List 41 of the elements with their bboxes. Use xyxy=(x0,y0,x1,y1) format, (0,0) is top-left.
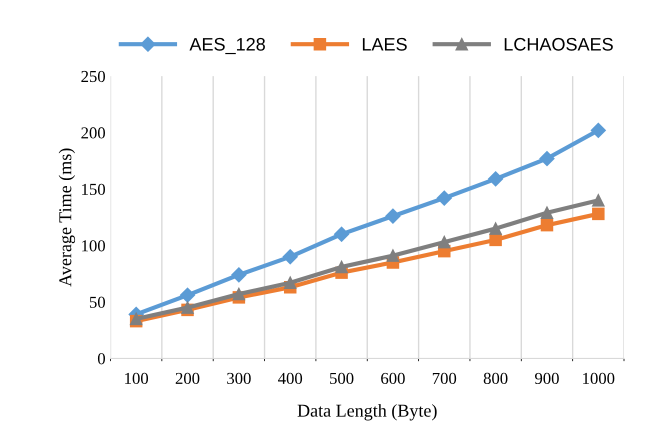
x-tick-label: 300 xyxy=(227,372,251,384)
point xyxy=(232,288,246,300)
point xyxy=(334,226,350,242)
point xyxy=(540,218,554,232)
y-tick-label: 150 xyxy=(82,184,106,196)
point xyxy=(592,208,605,220)
x-tick-label: 600 xyxy=(381,372,405,384)
legend-label: LAES xyxy=(362,38,407,51)
point xyxy=(386,249,400,262)
point xyxy=(590,122,606,138)
point xyxy=(539,151,555,166)
point xyxy=(540,206,554,220)
x-tick-label: 500 xyxy=(330,372,354,384)
point xyxy=(282,249,298,264)
x-tick-label: 900 xyxy=(535,372,559,384)
y-tick-label: 100 xyxy=(82,240,106,252)
point xyxy=(438,236,451,248)
y-tick-label: 200 xyxy=(81,127,106,139)
x-axis-title: Data Length (Byte) xyxy=(298,404,437,420)
y-tick-label: 250 xyxy=(81,70,106,82)
y-tick-label: 50 xyxy=(90,296,106,308)
x-tick-label: 1000 xyxy=(583,372,614,384)
x-tick-label: 700 xyxy=(432,372,456,384)
x-tick-label: 800 xyxy=(484,372,508,384)
y-axis-title: Average Time (ms) xyxy=(58,148,76,287)
point xyxy=(385,208,400,224)
point xyxy=(181,301,194,314)
point xyxy=(592,194,605,207)
point xyxy=(284,276,296,290)
point xyxy=(436,190,452,206)
x-tick-label: 400 xyxy=(278,372,302,384)
legend-label: LCHAOSAES xyxy=(504,38,613,51)
legend-label: AES_128 xyxy=(189,38,265,54)
point xyxy=(335,260,348,274)
y-tick-label: 0 xyxy=(98,353,106,364)
point xyxy=(488,171,504,186)
x-tick-label: 200 xyxy=(176,372,200,384)
point xyxy=(180,288,196,303)
point xyxy=(489,222,502,235)
point xyxy=(231,267,246,282)
x-tick-label: 100 xyxy=(125,372,148,384)
